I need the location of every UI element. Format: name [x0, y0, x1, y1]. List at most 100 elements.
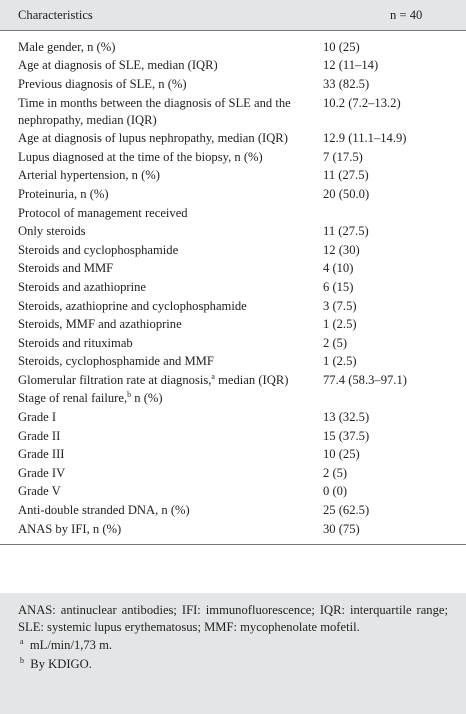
- table-row: Steroids, cyclophosphamide and MMF 1 (2.5…: [0, 353, 466, 372]
- header-characteristics: Characteristics: [18, 8, 93, 22]
- row-label-cell: Stage of renal failure,b n (%): [0, 390, 316, 407]
- row-label: Steroids and rituximab: [18, 335, 133, 350]
- table-header: Characteristics n = 40: [0, 0, 466, 31]
- row-value: 1 (2.5): [323, 354, 357, 369]
- row-label: Arterial hypertension, n (%): [18, 168, 160, 183]
- table-row: Arterial hypertension, n (%) 11 (27.5): [0, 167, 466, 186]
- row-value: 12 (11–14): [323, 58, 379, 73]
- row-label: Anti-double stranded DNA, n (%): [18, 503, 190, 518]
- row-value: 20 (50.0): [323, 186, 370, 201]
- table-row: Glomerular filtration rate at diagnosis,…: [0, 371, 466, 390]
- row-value: 7 (17.5): [323, 149, 363, 164]
- footnote-text: By KDIGO.: [30, 656, 92, 671]
- table-row: Age at diagnosis of lupus nephropathy, m…: [0, 129, 466, 148]
- footnote-mark: a: [20, 636, 24, 646]
- table-row: Stage of renal failure,b n (%): [0, 390, 466, 409]
- table-row: Anti-double stranded DNA, n (%) 25 (62.5): [0, 501, 466, 520]
- row-label: Grade V: [18, 484, 61, 499]
- row-value: 25 (62.5): [323, 503, 370, 518]
- table-row: Lupus diagnosed at the time of the biops…: [0, 148, 466, 167]
- row-label-cell: Age at diagnosis of SLE, median (IQR): [0, 57, 316, 74]
- row-value: 30 (75): [323, 521, 360, 536]
- table-row: Time in months between the diagnosis of …: [0, 94, 466, 130]
- table-row: Steroids and MMF 4 (10): [0, 260, 466, 279]
- row-label: Male gender, n (%): [18, 39, 116, 54]
- row-label-cell: Lupus diagnosed at the time of the biops…: [0, 149, 316, 166]
- row-label: Previous diagnosis of SLE, n (%): [18, 76, 187, 91]
- footnote-mark: a: [211, 371, 215, 381]
- row-label-cell: Steroids and MMF: [0, 260, 316, 277]
- row-label-cell: Steroids, azathioprine and cyclophospham…: [0, 298, 316, 315]
- header-n: n = 40: [390, 8, 423, 22]
- table-row: Steroids, MMF and azathioprine 1 (2.5): [0, 315, 466, 334]
- table-row: Male gender, n (%) 10 (25): [0, 38, 466, 57]
- row-label: Grade III: [18, 447, 65, 462]
- row-label-cell: Grade IV: [0, 465, 316, 482]
- row-value: 77.4 (58.3–97.1): [323, 372, 407, 387]
- footnote: b By KDIGO.: [18, 656, 448, 673]
- row-label-cell: Protocol of management received: [0, 205, 316, 222]
- row-label: Proteinuria, n (%): [18, 186, 109, 201]
- row-label-rest: median (IQR): [214, 372, 289, 387]
- row-label-cell: Grade II: [0, 428, 316, 445]
- row-label-cell: Steroids, MMF and azathioprine: [0, 316, 316, 333]
- row-label: ANAS by IFI, n (%): [18, 521, 122, 536]
- footnote: a mL/min/1,73 m.: [18, 637, 448, 654]
- row-label-cell: ANAS by IFI, n (%): [0, 521, 316, 538]
- footnotes: a mL/min/1,73 m. b By KDIGO.: [18, 637, 448, 672]
- row-label: Lupus diagnosed at the time of the biops…: [18, 149, 263, 164]
- table-row: Grade I 13 (32.5): [0, 408, 466, 427]
- row-label: Only steroids: [18, 224, 86, 239]
- row-value: 11 (27.5): [323, 224, 369, 239]
- row-label-cell: Age at diagnosis of lupus nephropathy, m…: [0, 130, 316, 147]
- row-value: 33 (82.5): [323, 76, 370, 91]
- row-label: Steroids, cyclophosphamide and MMF: [18, 354, 214, 369]
- row-label: Grade II: [18, 428, 61, 443]
- row-label: Steroids and azathioprine: [18, 279, 146, 294]
- row-value: 15 (37.5): [323, 428, 370, 443]
- row-label-cell: Grade V: [0, 483, 316, 500]
- table-row: Previous diagnosis of SLE, n (%) 33 (82.5…: [0, 75, 466, 94]
- row-label-cell: Grade I: [0, 409, 316, 426]
- row-label-cell: Steroids and azathioprine: [0, 279, 316, 296]
- table-row: Grade V 0 (0): [0, 483, 466, 502]
- table-footer: ANAS: antinuclear antibodies; IFI: immun…: [0, 593, 466, 714]
- row-value: 6 (15): [323, 279, 354, 294]
- table-body: Male gender, n (%) 10 (25) Age at diagnosi…: [0, 31, 466, 538]
- row-label: Stage of renal failure,: [18, 391, 128, 406]
- footnote-mark: b: [20, 655, 24, 665]
- table-row: Grade II 15 (37.5): [0, 427, 466, 446]
- table-row: Steroids and rituximab 2 (5): [0, 334, 466, 353]
- row-value: 0 (0): [323, 484, 348, 499]
- row-value: 12 (30): [323, 242, 360, 257]
- row-label-cell: Proteinuria, n (%): [0, 186, 316, 203]
- row-value: 13 (32.5): [323, 410, 370, 425]
- row-label: Age at diagnosis of lupus nephropathy, m…: [18, 131, 288, 146]
- row-value: 1 (2.5): [323, 317, 357, 332]
- table-row: Steroids, azathioprine and cyclophospham…: [0, 297, 466, 316]
- row-label: Grade IV: [18, 465, 66, 480]
- row-value: 10 (25): [323, 447, 360, 462]
- row-label: Steroids and cyclophosphamide: [18, 242, 179, 257]
- row-label: Age at diagnosis of SLE, median (IQR): [18, 58, 218, 73]
- table-row: Proteinuria, n (%) 20 (50.0): [0, 185, 466, 204]
- row-value: 11 (27.5): [323, 168, 369, 183]
- row-value: 3 (7.5): [323, 298, 357, 313]
- footnote-text: mL/min/1,73 m.: [29, 638, 113, 652]
- row-label-cell: Time in months between the diagnosis of …: [0, 95, 316, 129]
- row-label: Glomerular filtration rate at diagnosis,: [18, 372, 212, 387]
- row-label: Steroids and MMF: [18, 261, 114, 276]
- row-label-cell: Glomerular filtration rate at diagnosis,…: [0, 372, 316, 389]
- footnote-mark: b: [127, 390, 132, 400]
- row-value: 2 (5): [323, 465, 348, 480]
- row-label-cell: Arterial hypertension, n (%): [0, 167, 316, 184]
- row-label-cell: Male gender, n (%): [0, 39, 316, 56]
- table-rule: [0, 544, 466, 546]
- row-label-cell: Only steroids: [0, 223, 316, 240]
- row-label: Grade I: [18, 410, 57, 425]
- row-value: 4 (10): [323, 261, 354, 276]
- row-value: 12.9 (11.1–14.9): [323, 131, 407, 146]
- table-row: Protocol of management received: [0, 204, 466, 223]
- row-label: Steroids, azathioprine and cyclophospham…: [18, 298, 247, 313]
